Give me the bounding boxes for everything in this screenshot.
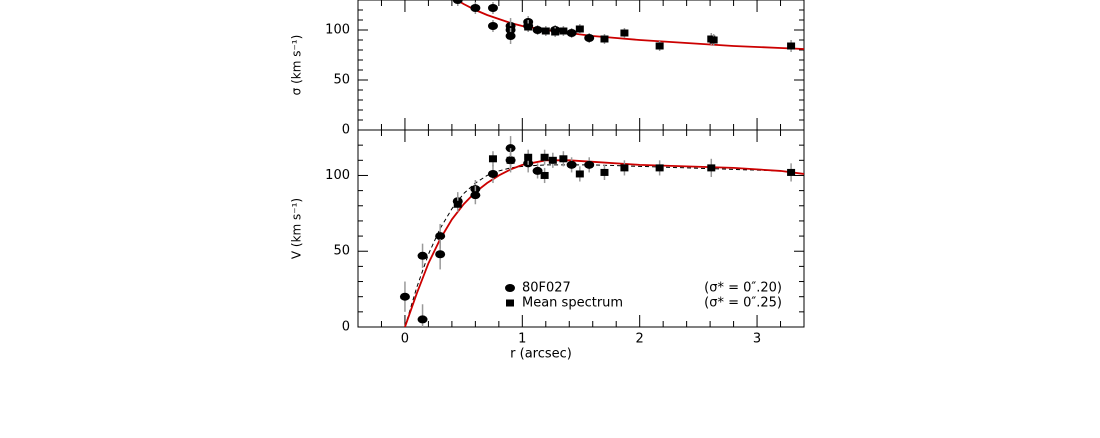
point	[532, 26, 543, 34]
plot-frame	[357, 129, 805, 328]
point	[600, 168, 609, 176]
point	[709, 36, 718, 44]
point	[487, 4, 498, 12]
point	[620, 29, 629, 37]
y-tick-label: 50	[333, 244, 350, 259]
point	[452, 0, 463, 4]
point	[435, 232, 446, 241]
point	[505, 32, 516, 40]
point	[566, 160, 577, 169]
point	[524, 23, 533, 31]
x-tick-label: 3	[753, 332, 761, 347]
plot-frame	[357, 0, 805, 131]
point	[399, 292, 410, 301]
point	[470, 4, 481, 12]
point	[524, 153, 533, 161]
point	[417, 251, 428, 260]
point	[707, 164, 716, 172]
legend-marker	[506, 299, 514, 307]
model-curve	[455, 0, 804, 50]
y-tick-label: 50	[333, 73, 350, 88]
point	[787, 42, 796, 50]
x-tick-label: 0	[401, 332, 409, 347]
legend-note: (σ* = 0″.25)	[704, 296, 782, 311]
y-tick-label: 0	[342, 320, 350, 335]
y-tick-label: 0	[342, 123, 350, 138]
point	[655, 164, 664, 172]
point	[787, 168, 796, 176]
point	[559, 155, 568, 163]
point	[551, 28, 560, 36]
point	[540, 153, 549, 161]
x-tick-label: 2	[636, 332, 644, 347]
point	[655, 42, 664, 50]
x-tick-label: 1	[518, 332, 526, 347]
legend-label: Mean spectrum	[522, 296, 623, 311]
point	[453, 200, 462, 208]
y-axis-label: σ (km s⁻¹)	[290, 35, 304, 96]
point	[470, 191, 481, 200]
point	[559, 27, 568, 35]
point	[506, 156, 515, 164]
y-axis-label: V (km s⁻¹)	[290, 198, 304, 259]
point	[575, 170, 584, 178]
legend-note: (σ* = 0″.20)	[704, 281, 782, 296]
point	[487, 22, 498, 30]
legend-label: 80F027	[522, 281, 571, 296]
point	[566, 29, 577, 37]
y-tick-label: 100	[325, 23, 350, 38]
point	[435, 250, 446, 259]
point	[548, 156, 557, 164]
point	[532, 166, 543, 175]
point	[620, 164, 629, 172]
point	[540, 171, 549, 179]
point	[575, 25, 584, 33]
point	[541, 27, 550, 35]
x-axis-label: r (arcsec)	[510, 347, 572, 362]
legend-marker	[505, 284, 515, 292]
point	[584, 160, 595, 169]
y-tick-label: 100	[325, 168, 350, 183]
point	[417, 315, 428, 324]
point	[584, 34, 595, 42]
point	[488, 155, 497, 163]
point	[600, 35, 609, 43]
point	[487, 169, 498, 178]
